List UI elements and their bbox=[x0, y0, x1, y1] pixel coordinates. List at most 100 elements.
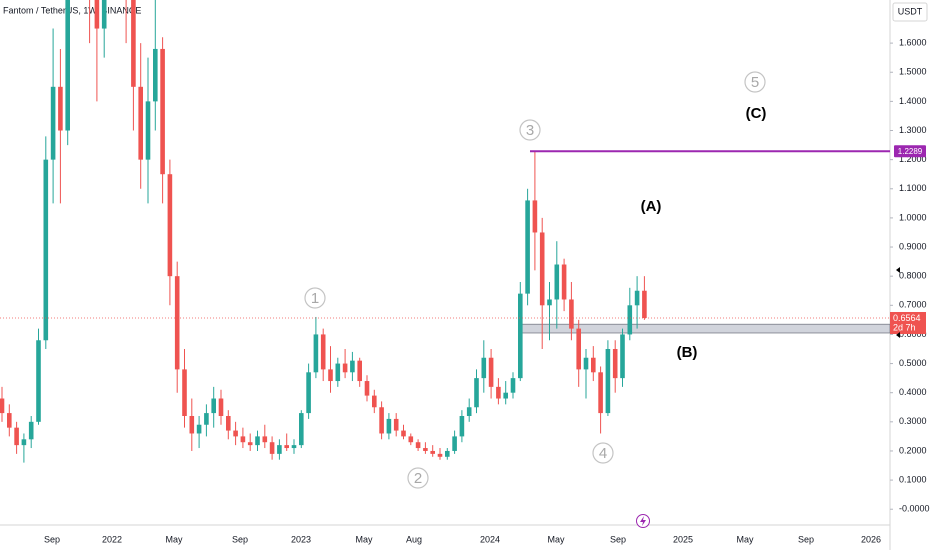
candle-body bbox=[58, 86, 63, 131]
corrective-label: (C) bbox=[746, 105, 767, 122]
candle-body bbox=[21, 439, 27, 446]
candle-body bbox=[328, 369, 333, 382]
candle-body bbox=[445, 450, 450, 457]
candle-body bbox=[583, 357, 589, 370]
candle-body bbox=[408, 436, 414, 443]
y-tick-label: 1.6000 bbox=[899, 37, 927, 47]
candle-body bbox=[561, 264, 567, 300]
candle-body bbox=[335, 363, 341, 382]
candle-body bbox=[145, 101, 151, 160]
candle-body bbox=[612, 348, 618, 379]
x-tick-label: May bbox=[355, 534, 373, 544]
y-tick-label: 1.5000 bbox=[899, 67, 927, 77]
candle-body bbox=[226, 416, 231, 431]
axis-marker bbox=[896, 267, 900, 273]
candle-body bbox=[131, 0, 136, 87]
candle-body bbox=[204, 413, 209, 425]
candle-body bbox=[598, 372, 603, 414]
axis-marker bbox=[896, 332, 900, 338]
wave-circle bbox=[304, 287, 326, 309]
candle-body bbox=[211, 398, 216, 414]
countdown-label: 2d 7h bbox=[893, 322, 916, 332]
price-axis bbox=[890, 0, 932, 550]
candle-body bbox=[320, 334, 326, 370]
candle-body bbox=[101, 0, 107, 29]
candle-body bbox=[153, 48, 158, 102]
candle-body bbox=[269, 442, 275, 454]
x-tick-label: 2025 bbox=[673, 534, 693, 544]
candle-body bbox=[466, 407, 472, 416]
x-tick-label: May bbox=[547, 534, 565, 544]
candle-body bbox=[350, 360, 355, 373]
candle-body bbox=[277, 445, 282, 454]
wave-circle bbox=[519, 119, 541, 141]
candle-body bbox=[291, 445, 297, 449]
x-tick-label: Sep bbox=[610, 534, 626, 544]
candle-body bbox=[174, 276, 180, 370]
currency-label: USDT bbox=[898, 6, 923, 16]
candle-body bbox=[547, 299, 552, 306]
x-tick-label: May bbox=[736, 534, 754, 544]
candle-body bbox=[182, 369, 187, 416]
wave-label: 3 bbox=[526, 122, 534, 139]
currency-box[interactable] bbox=[892, 2, 928, 22]
y-tick-label: 0.1000 bbox=[899, 474, 927, 484]
candle-body bbox=[313, 334, 319, 373]
candle-body bbox=[247, 442, 253, 446]
candle-body bbox=[342, 363, 348, 373]
y-tick-label: 0.4000 bbox=[899, 387, 927, 397]
resistance-label: 1.2289 bbox=[898, 147, 923, 156]
candle-body bbox=[525, 200, 530, 294]
candle-body bbox=[481, 357, 487, 379]
x-tick-label: Aug bbox=[406, 534, 422, 544]
plot-area bbox=[0, 0, 890, 463]
candle-body bbox=[255, 436, 260, 446]
candle-body bbox=[7, 413, 12, 428]
y-tick-label: 1.4000 bbox=[899, 96, 927, 106]
candle-body bbox=[459, 416, 465, 437]
candle-body bbox=[393, 418, 399, 431]
wave-label: 2 bbox=[414, 470, 422, 487]
candle-body bbox=[532, 200, 538, 233]
candle-body bbox=[415, 442, 421, 449]
corrective-label: (B) bbox=[677, 344, 698, 361]
wave-label: 4 bbox=[599, 445, 607, 462]
candle-body bbox=[218, 398, 224, 416]
resistance-box bbox=[894, 145, 926, 158]
x-tick-label: 2026 bbox=[861, 534, 881, 544]
candle-body bbox=[386, 418, 392, 434]
wave-circle bbox=[407, 467, 429, 489]
candle-body bbox=[14, 427, 19, 446]
support-zone bbox=[519, 323, 890, 334]
candle-body bbox=[576, 328, 581, 370]
x-tick-label: Sep bbox=[798, 534, 814, 544]
candle-body bbox=[496, 386, 501, 399]
candle-body bbox=[642, 290, 647, 319]
candle-body bbox=[28, 421, 34, 440]
y-tick-label: 1.2000 bbox=[899, 154, 927, 164]
y-tick-label: 0.7000 bbox=[899, 300, 927, 310]
candle-body bbox=[284, 445, 289, 449]
candle-body bbox=[299, 413, 304, 446]
y-tick-label: 0.5000 bbox=[899, 358, 927, 368]
wave-circle bbox=[592, 442, 614, 464]
candle-body bbox=[306, 372, 311, 414]
candle-body bbox=[94, 0, 100, 29]
y-tick-label: 0.9000 bbox=[899, 241, 927, 251]
candle-body bbox=[65, 0, 70, 131]
candle-body bbox=[423, 448, 428, 451]
candle-body bbox=[518, 293, 523, 379]
candle-body bbox=[539, 232, 545, 306]
last-price-box bbox=[890, 312, 926, 335]
x-tick-label: May bbox=[165, 534, 183, 544]
candle-body bbox=[627, 305, 633, 335]
x-tick-label: 2024 bbox=[480, 534, 500, 544]
candle-body bbox=[167, 174, 173, 277]
x-tick-label: Sep bbox=[232, 534, 248, 544]
candle-body bbox=[452, 436, 457, 451]
candle-body bbox=[138, 86, 143, 160]
candle-body bbox=[401, 430, 406, 437]
candle-body bbox=[233, 430, 238, 437]
candle-body bbox=[430, 450, 435, 454]
